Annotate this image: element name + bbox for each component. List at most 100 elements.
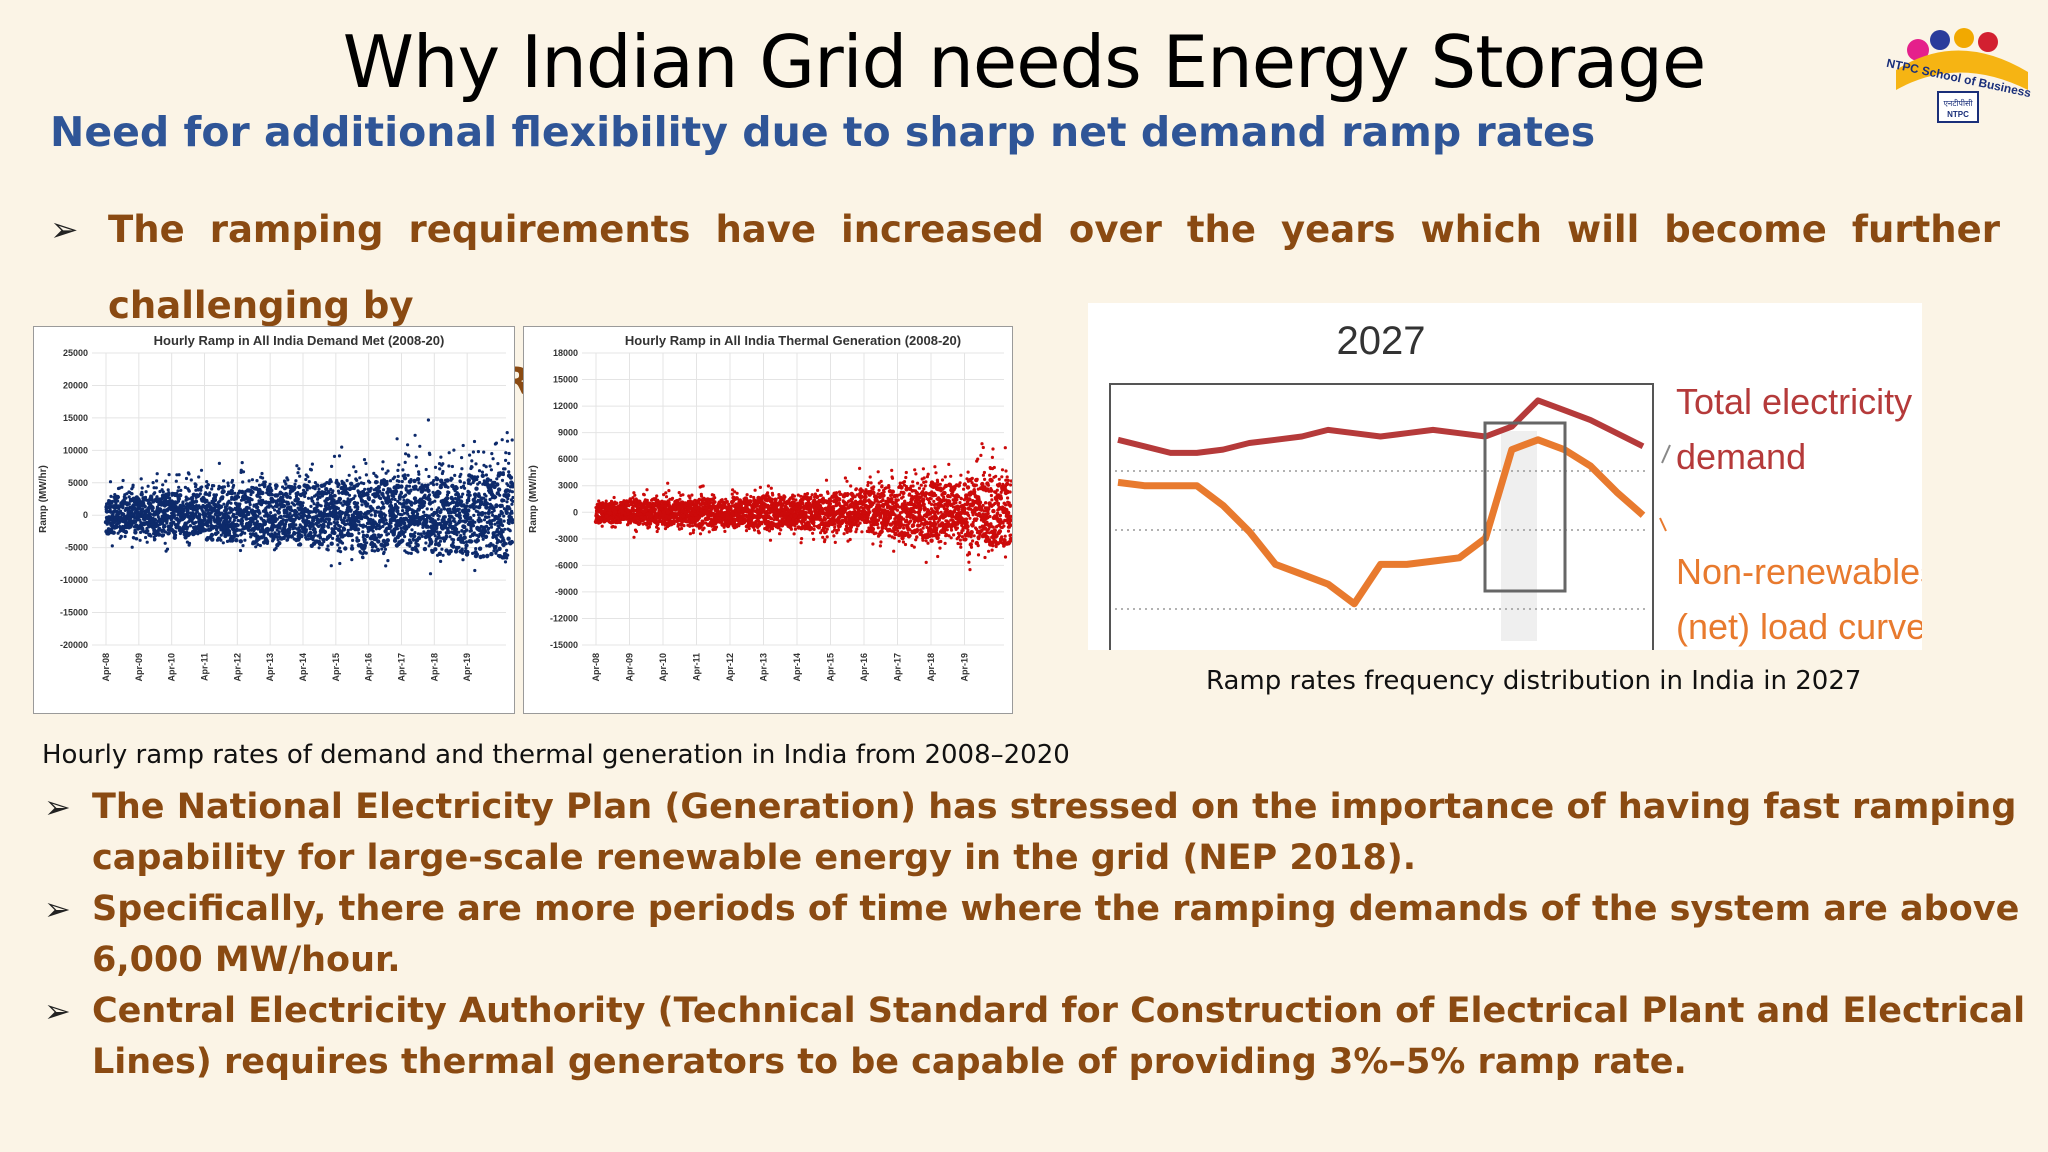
scatter-point [358, 476, 362, 480]
scatter-point [339, 534, 345, 539]
x-tick-label: Apr-09 [625, 653, 635, 682]
scatter-point [366, 496, 371, 501]
scatter-point [396, 468, 400, 472]
scatter-point [179, 504, 184, 510]
scatter-point [248, 522, 253, 527]
scatter-point [425, 514, 431, 519]
scatter-point [173, 500, 178, 505]
scatter-point [331, 504, 336, 509]
scatter-point [403, 460, 407, 464]
scatter-point [299, 503, 305, 508]
scatter-point [287, 527, 292, 532]
scatter-point [238, 539, 243, 544]
scatter-point [178, 493, 183, 498]
scatter-point [381, 538, 386, 544]
scatter-point [189, 496, 195, 501]
scatter-point [382, 550, 386, 554]
scatter-point [374, 527, 378, 531]
scatter-point [152, 528, 157, 533]
scatter-point [484, 494, 488, 498]
scatter-point [499, 534, 504, 539]
scatter-point [421, 525, 425, 529]
scatter-point [363, 538, 367, 542]
scatter-point [438, 467, 442, 471]
scatter-point [218, 517, 223, 522]
scatter-point [401, 509, 405, 513]
scatter-point [307, 480, 311, 484]
scatter-point [207, 527, 213, 532]
scatter-point [310, 496, 314, 500]
scatter-point [203, 521, 208, 527]
scatter-point [469, 529, 473, 533]
scatter-point [336, 534, 340, 538]
scatter-point [447, 531, 451, 535]
scatter-point [273, 508, 277, 512]
scatter-point [505, 439, 510, 443]
scatter-point [199, 468, 204, 472]
scatter-point [600, 524, 604, 528]
scatter-point [380, 519, 386, 524]
scatter-point [389, 521, 393, 525]
scatter-point [339, 550, 343, 554]
scatter-point [199, 488, 203, 492]
scatter-point [300, 508, 305, 513]
scatter-point [189, 478, 193, 482]
scatter-point [503, 560, 508, 564]
scatter-point [413, 499, 419, 505]
scatter-point [242, 514, 247, 519]
scatter-point [458, 549, 463, 554]
scatter-point [172, 535, 177, 540]
scatter-point [490, 522, 494, 526]
scatter-point [261, 529, 266, 534]
scatter-point [271, 536, 276, 541]
scatter-point [111, 530, 116, 535]
scatter-point [467, 490, 471, 494]
x-tick-label: Apr-17 [893, 653, 903, 682]
x-tick-label: Apr-19 [462, 653, 472, 682]
scatter-point [500, 478, 505, 482]
scatter-point [378, 510, 383, 515]
scatter-point [256, 508, 261, 514]
y-tick-label: 10000 [63, 445, 88, 455]
scatter-point [333, 494, 337, 498]
scatter-point [469, 521, 475, 526]
scatter-point [464, 546, 468, 551]
scatter-point [354, 483, 360, 488]
scatter-point [392, 485, 397, 490]
scatter-point [484, 465, 488, 469]
scatter-point [226, 484, 230, 488]
scatter-point [284, 509, 289, 515]
scatter-point [370, 507, 375, 512]
scatter-point [447, 464, 451, 468]
scatter-point [179, 488, 183, 492]
scatter-point [439, 455, 443, 459]
ntpc-logo: NTPC School of Business एनटीपीसी NTPC [1885, 28, 2033, 123]
scatter-point [503, 552, 508, 557]
scatter-point [688, 496, 692, 500]
scatter-point [422, 546, 428, 552]
scatter-point [381, 460, 385, 464]
scatter-point [293, 482, 297, 486]
scatter-point [455, 533, 459, 537]
scatter-point [210, 487, 214, 491]
y-tick-label: -6000 [555, 560, 578, 570]
y-tick-label: -15000 [60, 608, 88, 618]
scatter-point [404, 488, 408, 492]
scatter-point [680, 526, 684, 531]
scatter-point [485, 553, 490, 559]
scatter-point [364, 473, 368, 477]
scatter-point [131, 483, 135, 487]
scatter-point [303, 533, 307, 537]
scatter-point [325, 513, 330, 518]
scatter-point [465, 549, 470, 555]
scatter-point [372, 520, 377, 525]
scatter-point [324, 487, 329, 492]
scatter-point [346, 508, 352, 513]
scatter-point [192, 512, 198, 517]
scatter-point [105, 519, 111, 524]
scatter-point [497, 526, 501, 530]
scatter-point [262, 533, 266, 537]
scatter-point [471, 502, 476, 507]
scatter-point [379, 496, 383, 501]
scatter-point [452, 538, 456, 542]
